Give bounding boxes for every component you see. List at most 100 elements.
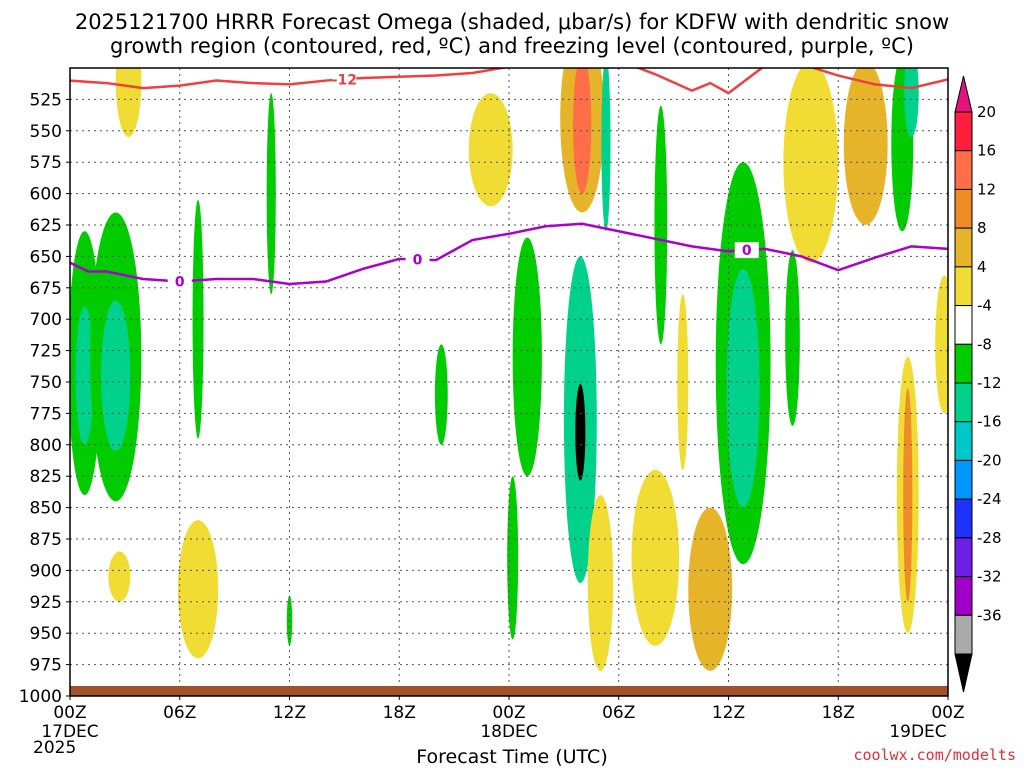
colorbar-label: 8 [977, 219, 987, 237]
omega-cell [654, 105, 668, 345]
contour-lines: -12 0 0 0 [70, 68, 948, 291]
y-tick-label: 725 [30, 342, 62, 362]
colorbar-swatch [954, 576, 973, 616]
colorbar-swatch [954, 227, 973, 268]
y-tick-label: 900 [30, 561, 62, 581]
colorbar-swatch [954, 537, 973, 578]
omega-cell [843, 68, 888, 225]
x-axis-label: Forecast Time (UTC) [416, 746, 608, 768]
colorbar-label: -4 [977, 297, 992, 315]
omega-cell [935, 275, 948, 414]
colorbar-swatch [954, 614, 973, 655]
y-tick-label: 650 [30, 247, 62, 267]
omega-cell [726, 268, 760, 508]
y-tick-label: 625 [30, 216, 62, 236]
colorbar-label: -8 [977, 335, 992, 353]
colorbar-label: -32 [977, 568, 1002, 586]
y-tick-label: 950 [30, 624, 62, 644]
x-tick-label: 18Z [822, 703, 855, 723]
contour-label: 0 [413, 253, 423, 269]
y-tick-label: 675 [30, 279, 62, 299]
colorbar-swatch [954, 459, 973, 500]
contour-line-0 [70, 222, 948, 286]
y-tick-label: 1000 [19, 687, 62, 707]
x-tick-label: 12Z [273, 703, 306, 723]
y-tick-label: 750 [30, 373, 62, 393]
colorbar-label: 12 [977, 180, 996, 198]
y-tick-label: 800 [30, 436, 62, 456]
colorbar-label: -20 [977, 451, 1002, 469]
colorbar-swatch [954, 188, 973, 229]
y-tick-label: 525 [30, 90, 62, 110]
y-tick-label: 550 [30, 122, 62, 142]
omega-cell [507, 476, 519, 640]
x-tick-label: 06Z [602, 703, 635, 723]
omega-cell [512, 237, 542, 477]
ground [70, 685, 948, 696]
omega-cell [177, 520, 219, 659]
omega-cell [904, 68, 919, 138]
y-tick-label: 825 [30, 467, 62, 487]
x-tick-label: 12Z [712, 703, 745, 723]
colorbar-swatch [954, 150, 973, 190]
omega-cell [785, 250, 800, 426]
credit-link[interactable]: coolwx.com/modelts [853, 746, 1016, 764]
contour-label: 0 [742, 243, 752, 259]
colorbar: 20 16 12 8 4 -4 -8 -12 -16 -20 -24 -28 -32 -36 [954, 75, 1002, 693]
contour-line--12 [70, 68, 948, 95]
x-tick-label: 00Z [492, 703, 525, 723]
omega-cell [434, 344, 448, 445]
x-tick-label: 00Z [931, 703, 964, 723]
omega-cell [631, 469, 680, 646]
colorbar-label: 4 [977, 258, 987, 276]
omega-cell [783, 68, 839, 263]
x-date-label: 18DEC [480, 722, 537, 742]
colorbar-label: 16 [977, 142, 996, 160]
colorbar-top-arrow [954, 75, 973, 113]
colorbar-label: 20 [977, 103, 996, 121]
omega-cell [192, 199, 204, 439]
y-tick-label: 925 [30, 593, 62, 613]
colorbar-swatch [954, 382, 973, 423]
colorbar-label: -12 [977, 374, 1002, 392]
colorbar-swatch [954, 111, 973, 152]
axes: 525 550 575 600 625 650 675 700 725 750 775 800 825 8… [19, 90, 965, 742]
colorbar-swatch [954, 498, 973, 539]
omega-cell [587, 495, 614, 671]
y-tick-label: 700 [30, 310, 62, 330]
omega-core [575, 383, 586, 481]
colorbar-label: -28 [977, 529, 1002, 547]
y-tick-label: 850 [30, 499, 62, 519]
colorbar-label: -24 [977, 490, 1002, 508]
omega-cell [903, 388, 913, 602]
contour-label-bg [405, 251, 430, 268]
ground-layer [70, 685, 948, 696]
colorbar-swatch [954, 343, 973, 384]
contour-label-bg [332, 71, 357, 88]
omega-cell [688, 507, 733, 671]
omega-cell [115, 68, 142, 138]
y-tick-label: 775 [30, 404, 62, 424]
omega-cell [75, 306, 94, 445]
omega-cell [468, 93, 513, 207]
y-tick-label: 575 [30, 153, 62, 173]
colorbar-swatch [954, 266, 973, 307]
x-tick-label: 00Z [53, 703, 86, 723]
omega-cell [573, 68, 592, 194]
omega-cell [101, 300, 131, 452]
colorbar-label: -16 [977, 413, 1002, 431]
omega-cell [266, 93, 276, 295]
x-tick-label: 06Z [163, 703, 196, 723]
y-tick-label: 600 [30, 185, 62, 205]
colorbar-swatch [954, 305, 973, 345]
omega-cell [601, 68, 611, 232]
y-tick-label: 975 [30, 656, 62, 676]
colorbar-swatch [954, 421, 973, 461]
x-date-label: 19DEC [889, 722, 946, 742]
contour-label-bg [734, 242, 759, 259]
x-date-label: 17DEC [41, 722, 98, 742]
year-label: 2025 [33, 738, 77, 758]
colorbar-label: -36 [977, 606, 1002, 624]
colorbar-bottom-arrow [954, 653, 973, 693]
